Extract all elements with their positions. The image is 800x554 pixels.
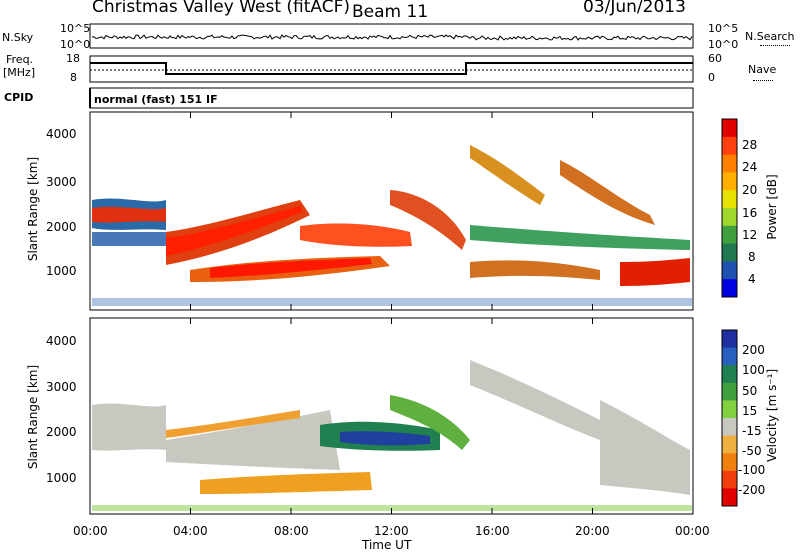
power-cb-tick: 8: [748, 250, 756, 264]
colorbar-segment: [722, 400, 737, 419]
vel-ytick-4000: 4000: [46, 334, 77, 348]
power-cb-tick: 28: [742, 138, 758, 152]
velocity-heatmap: [89, 317, 694, 515]
colorbar-segment: [722, 172, 737, 191]
site-title: Christmas Valley West (fitACF): [92, 0, 351, 17]
xtick-2: 08:00: [274, 524, 309, 538]
vel-ytick-1000: 1000: [46, 471, 77, 485]
vel-cb-tick: 200: [742, 343, 765, 357]
vel-ylabel: Slant Range [km]: [26, 364, 40, 470]
power-ytick-4000: 4000: [46, 127, 77, 141]
colorbar-segment: [722, 136, 737, 156]
colorbar-segment: [722, 382, 737, 401]
nave-tick-low: 0: [708, 71, 715, 84]
xtick-5: 20:00: [575, 524, 610, 538]
colorbar-segment: [722, 435, 737, 454]
xtick-4: 16:00: [475, 524, 510, 538]
nsky-tick-high: 10^5: [60, 22, 91, 35]
colorbar-segment: [722, 225, 737, 245]
nsearch-tick-high: 10^5: [708, 22, 739, 35]
velocity-colorbar-label: Velocity [m s⁻¹]: [765, 368, 779, 462]
xaxis-label: Time UT: [362, 538, 412, 552]
colorbar-segment: [722, 330, 737, 349]
nsky-trace: [91, 34, 693, 41]
colorbar-segment: [722, 453, 737, 472]
power-cb-tick: 24: [742, 160, 758, 174]
freq-tick-low: 8: [70, 71, 77, 84]
colorbar-segment: [722, 365, 737, 384]
nave-tick-high: 60: [708, 52, 722, 65]
x-axis-ticks: [89, 112, 694, 514]
freq-label: Freq.: [6, 53, 34, 66]
nsky-label: N.Sky: [2, 31, 34, 44]
power-colorbar-label: Power [dB]: [765, 174, 779, 240]
vel-cb-tick: -50: [742, 444, 762, 458]
colorbar-segment: [722, 488, 737, 507]
power-heatmap: [89, 111, 694, 311]
power-colorbar: [722, 119, 737, 298]
freq-panel: [89, 55, 694, 83]
xtick-0: 00:00: [73, 524, 108, 538]
cpid-label: CPID: [4, 91, 34, 104]
power-cb-tick: 12: [742, 228, 758, 242]
xtick-1: 04:00: [173, 524, 208, 538]
nave-label: Nave: [748, 63, 777, 76]
cpid-value: normal (fast) 151 IF: [94, 93, 218, 106]
colorbar-segment: [722, 208, 737, 227]
power-ytick-2000: 2000: [46, 220, 77, 234]
xtick-6: 00:00: [675, 524, 710, 538]
vel-cb-tick: 100: [742, 363, 765, 377]
xtick-3: 12:00: [374, 524, 409, 538]
colorbar-segment: [722, 418, 737, 437]
vel-cb-tick: -100: [738, 463, 766, 477]
vel-ytick-2000: 2000: [46, 425, 77, 439]
freq-unit-label: [MHz]: [3, 66, 36, 79]
power-ytick-1000: 1000: [46, 264, 77, 278]
power-cb-tick: 4: [748, 272, 756, 286]
velocity-colorbar: [722, 330, 737, 507]
vel-cb-tick: 50: [742, 384, 758, 398]
nsearch-legend-line: [760, 45, 790, 46]
vel-cb-tick: -15: [742, 424, 762, 438]
colorbar-segment: [722, 261, 737, 280]
beam-label: Beam 11: [352, 2, 429, 22]
date-label: 03/Jun/2013: [583, 0, 686, 17]
nsearch-label: N.Search: [745, 30, 795, 43]
colorbar-segment: [722, 154, 737, 173]
colorbar-segment: [722, 190, 737, 209]
colorbar-segment: [722, 470, 737, 489]
nave-legend-line: [753, 80, 773, 81]
nsearch-tick-low: 10^0: [708, 38, 739, 51]
freq-tick-high: 18: [66, 52, 80, 65]
colorbar-segment: [722, 279, 737, 298]
power-cb-tick: 20: [742, 183, 758, 197]
nsky-panel: [89, 23, 694, 49]
vel-ytick-3000: 3000: [46, 380, 77, 394]
colorbar-segment: [722, 347, 737, 366]
nsky-tick-low: 10^0: [60, 38, 91, 51]
colorbar-segment: [722, 243, 737, 262]
colorbar-segment: [722, 119, 737, 138]
power-ytick-3000: 3000: [46, 175, 77, 189]
freq-trace: [90, 62, 693, 75]
vel-cb-tick: 15: [742, 404, 758, 418]
power-cb-tick: 16: [742, 206, 758, 220]
vel-cb-tick: -200: [738, 483, 766, 497]
power-ylabel: Slant Range [km]: [26, 156, 40, 262]
